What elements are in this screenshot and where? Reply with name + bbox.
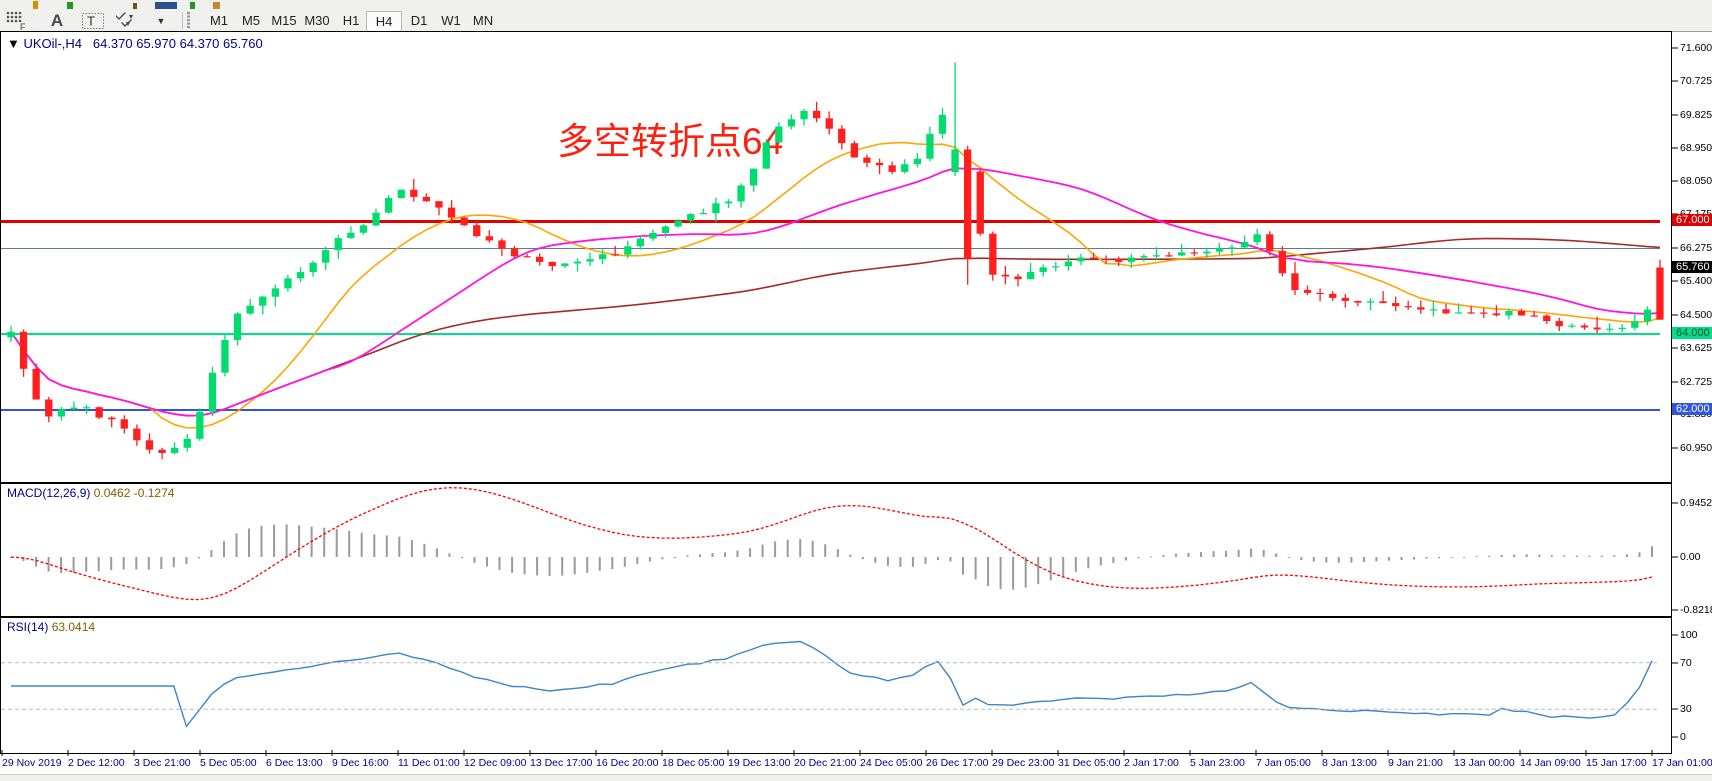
svg-text:F: F (20, 22, 26, 31)
svg-text:T: T (87, 14, 95, 29)
